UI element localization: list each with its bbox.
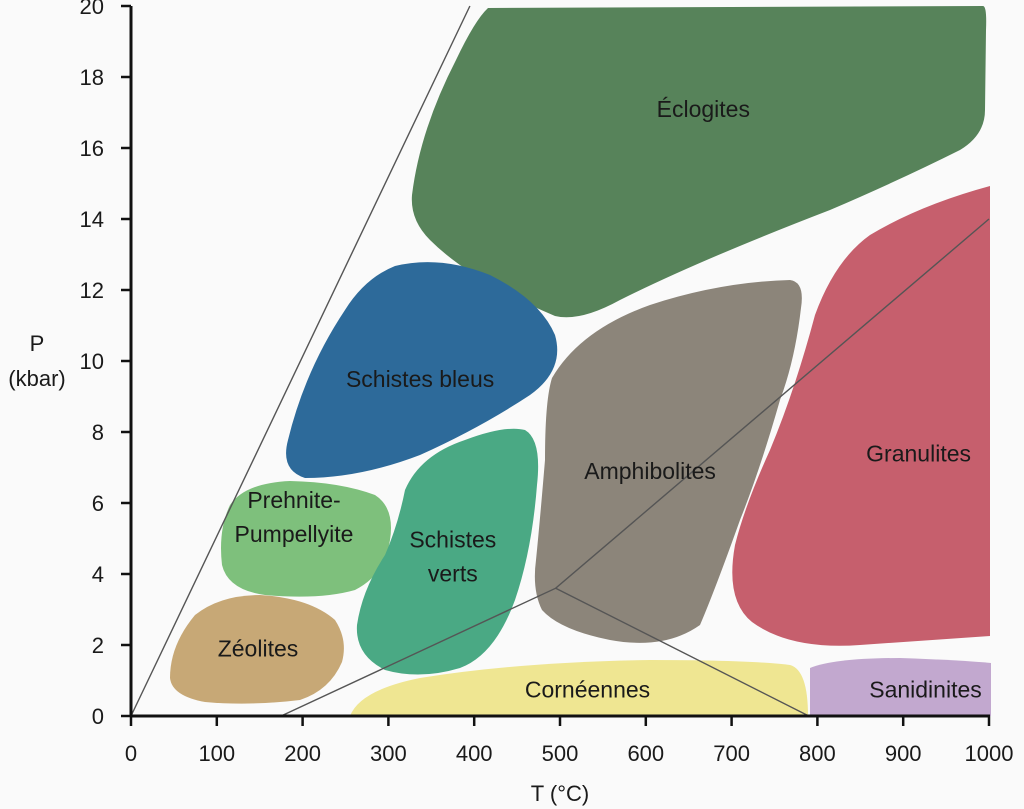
schistes-verts-region — [356, 428, 539, 675]
facies-label: Schistes verts — [409, 526, 496, 586]
y-tick-label: 6 — [92, 491, 104, 516]
granulites-region — [732, 186, 990, 646]
x-tick-label: 400 — [456, 741, 493, 766]
x-tick-label: 300 — [370, 741, 407, 766]
x-axis-title: T (°C) — [531, 781, 590, 806]
y-tick-label: 20 — [80, 0, 104, 19]
facies-labels: Éclogites Schistes bleus Amphibolites Granu… — [218, 96, 982, 703]
y-tick-label: 4 — [92, 562, 104, 587]
y-tick-label: 18 — [80, 65, 104, 90]
eclogites-region — [411, 6, 987, 318]
facies-label-line: Cornéennes — [525, 676, 650, 702]
y-tick-label: 14 — [80, 207, 104, 232]
facies-label: Zéolites — [218, 636, 299, 662]
zeolites-region — [170, 595, 344, 704]
x-tick-label: 600 — [627, 741, 664, 766]
x-tick-label: 800 — [799, 741, 836, 766]
y-tick-label: 2 — [92, 633, 104, 658]
facies-label-line: Zéolites — [218, 636, 299, 662]
facies-label-line: Pumpellyite — [235, 521, 354, 547]
facies-label: Sanidinites — [869, 676, 982, 702]
x-tick-label: 1000 — [965, 741, 1014, 766]
facies-label: Granulites — [866, 440, 971, 466]
corneennes-region — [350, 660, 808, 716]
x-tick-label: 200 — [284, 741, 321, 766]
facies-label-line: Prehnite- — [247, 487, 340, 513]
facies-regions — [170, 6, 991, 716]
facies-label: Éclogites — [657, 96, 750, 122]
y-tick-label: 8 — [92, 420, 104, 445]
x-tick-label: 900 — [885, 741, 922, 766]
schistes-bleus-region — [286, 262, 558, 478]
sanidinites-region — [810, 658, 991, 716]
facies-label: Prehnite- Pumpellyite — [235, 487, 354, 547]
facies-label-line: Schistes bleus — [346, 366, 494, 392]
steep-geotherm-line — [130, 5, 471, 717]
prehnite-pumpellyite-region — [221, 481, 391, 597]
facies-label-line: Amphibolites — [584, 458, 716, 484]
facies-label-line: Éclogites — [657, 96, 750, 122]
amphibolites-region — [534, 280, 802, 643]
x-tick-label: 500 — [542, 741, 579, 766]
y-tick-label: 12 — [80, 278, 104, 303]
y-axis-ticks: 0 2 4 6 8 10 12 14 16 18 20 — [80, 0, 131, 729]
axes: 0 100 200 300 400 500 600 700 800 900 1000 0 2 4 6 8 10… — [8, 0, 1013, 806]
facies-label: Amphibolites — [584, 458, 716, 484]
y-tick-label: 16 — [80, 136, 104, 161]
y-axis-unit: (kbar) — [8, 366, 65, 391]
y-axis-title: P — [30, 331, 45, 356]
facies-label-line: verts — [428, 560, 478, 586]
x-axis-ticks: 0 100 200 300 400 500 600 700 800 900 1000 — [125, 716, 1014, 766]
facies-label: Schistes bleus — [346, 366, 494, 392]
reference-lines — [130, 5, 990, 717]
facies-label-line: Granulites — [866, 440, 971, 466]
x-tick-label: 100 — [198, 741, 235, 766]
x-tick-label: 0 — [125, 741, 137, 766]
y-tick-label: 0 — [92, 704, 104, 729]
x-tick-label: 700 — [713, 741, 750, 766]
facies-label-line: Sanidinites — [869, 676, 982, 702]
facies-label-line: Schistes — [409, 526, 496, 552]
facies-label: Cornéennes — [525, 676, 650, 702]
contact-boundary-line — [555, 587, 810, 717]
y-tick-label: 10 — [80, 349, 104, 374]
